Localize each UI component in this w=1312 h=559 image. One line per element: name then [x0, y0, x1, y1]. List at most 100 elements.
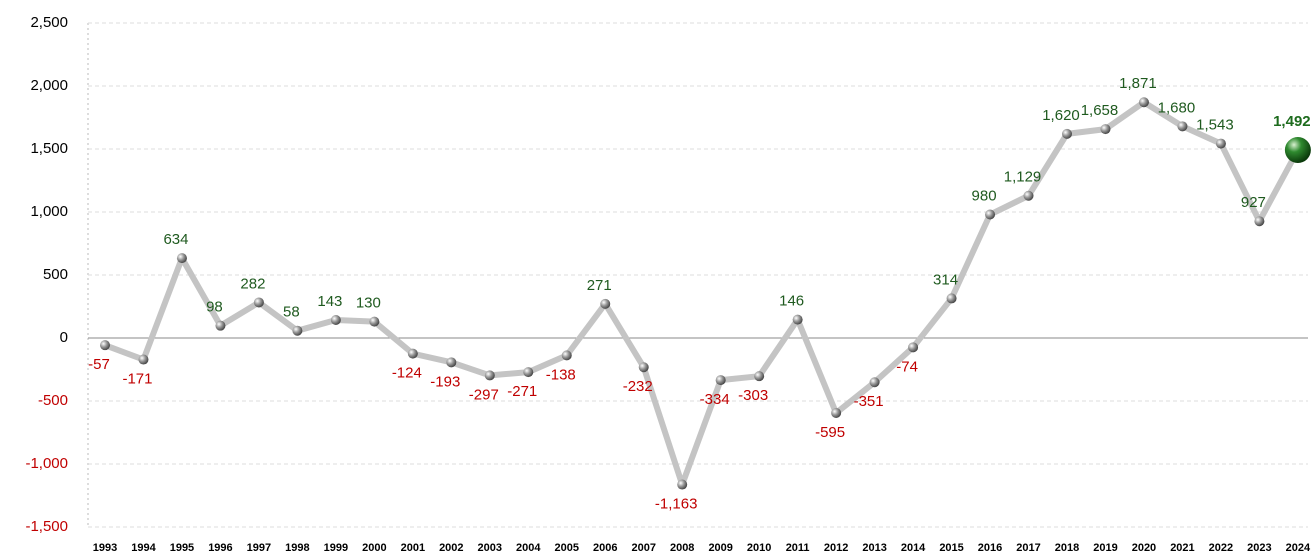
data-label: -1,163 — [655, 496, 698, 513]
data-point — [754, 371, 765, 382]
data-label: -232 — [623, 378, 653, 395]
data-label: 1,543 — [1196, 117, 1234, 134]
data-label: 1,680 — [1158, 99, 1196, 116]
x-tick-label: 2001 — [401, 542, 425, 554]
data-point — [831, 407, 842, 418]
data-point — [946, 293, 957, 304]
x-tick-label: 2004 — [516, 542, 541, 554]
x-tick-label: 1998 — [285, 542, 309, 554]
data-point — [407, 348, 418, 359]
x-tick-label: 2002 — [439, 542, 463, 554]
data-point — [100, 340, 110, 351]
data-point — [330, 314, 341, 325]
data-label: -124 — [392, 365, 422, 382]
data-label: 98 — [206, 299, 223, 316]
data-line — [103, 99, 1301, 488]
data-point — [600, 298, 611, 309]
y-tick-label: -1,000 — [25, 455, 68, 472]
data-point — [215, 320, 226, 331]
x-tick-label: 2009 — [708, 542, 732, 554]
data-label: -193 — [430, 373, 460, 390]
x-tick-label: 2018 — [1055, 542, 1079, 554]
data-label: -138 — [546, 366, 576, 383]
data-label: -303 — [738, 387, 768, 404]
data-label: -297 — [469, 386, 499, 403]
y-tick-label: 2,000 — [30, 77, 68, 94]
x-tick-label: 2006 — [593, 542, 617, 554]
y-tick-label: 2,500 — [30, 14, 68, 31]
data-point — [523, 367, 534, 378]
data-point — [484, 370, 495, 381]
x-tick-label: 2019 — [1093, 542, 1117, 554]
x-tick-label: 2023 — [1247, 542, 1271, 554]
data-point — [176, 253, 187, 264]
x-tick-label: 2003 — [478, 542, 502, 554]
data-label: -171 — [122, 371, 152, 388]
data-label: -57 — [88, 356, 110, 373]
data-label: -595 — [815, 424, 845, 441]
x-tick-label: 2022 — [1209, 542, 1233, 554]
x-tick-label: 1995 — [170, 542, 194, 554]
data-label: 1,492 — [1273, 113, 1311, 130]
x-tick-label: 2012 — [824, 542, 848, 554]
data-point — [1138, 97, 1149, 108]
data-label: 634 — [163, 231, 188, 248]
x-tick-label: 2013 — [862, 542, 886, 554]
x-tick-label: 1999 — [324, 542, 348, 554]
data-point — [638, 362, 649, 373]
data-label: 271 — [587, 277, 612, 294]
data-point — [792, 314, 803, 325]
data-point — [292, 325, 303, 336]
data-point — [677, 479, 688, 490]
x-tick-label: 2017 — [1016, 542, 1040, 554]
data-label: 1,129 — [1004, 169, 1042, 186]
data-point — [1177, 121, 1188, 132]
data-point — [1023, 190, 1034, 201]
data-label: 1,871 — [1119, 75, 1157, 92]
data-point — [138, 354, 149, 365]
data-label: 146 — [779, 293, 804, 310]
data-label: -334 — [700, 391, 730, 408]
data-label: 980 — [972, 187, 997, 204]
data-label: 143 — [317, 293, 342, 310]
data-label: 1,620 — [1042, 107, 1080, 124]
data-label: 282 — [240, 275, 265, 292]
y-tick-label: 0 — [60, 329, 68, 346]
x-tick-label: 1994 — [131, 542, 156, 554]
x-tick-label: 1993 — [93, 542, 117, 554]
x-tick-label: 2015 — [939, 542, 963, 554]
y-tick-label: 1,500 — [30, 140, 68, 157]
data-point — [1215, 138, 1226, 149]
x-tick-label: 1996 — [208, 542, 232, 554]
highlight-point — [1284, 137, 1311, 164]
data-point — [1062, 128, 1072, 139]
x-tick-label: 2000 — [362, 542, 386, 554]
x-tick-label: 2007 — [631, 542, 655, 554]
data-label: -271 — [507, 383, 537, 400]
y-tick-label: 500 — [43, 266, 68, 283]
data-label: 58 — [283, 304, 300, 321]
data-point — [1100, 124, 1111, 135]
x-tick-label: 2020 — [1132, 542, 1156, 554]
data-label: 314 — [933, 271, 958, 288]
data-label: -74 — [896, 358, 918, 375]
data-point — [715, 375, 726, 386]
data-point — [561, 350, 572, 361]
data-point — [869, 377, 880, 388]
x-tick-label: 2008 — [670, 542, 694, 554]
x-tick-label: 2021 — [1170, 542, 1194, 554]
data-point — [1254, 216, 1265, 227]
x-tick-label: 2016 — [978, 542, 1002, 554]
x-tick-label: 2011 — [786, 542, 810, 554]
x-tick-label: 2014 — [901, 542, 926, 554]
y-tick-label: 1,000 — [30, 203, 68, 220]
data-point — [369, 316, 380, 327]
x-tick-label: 1997 — [247, 542, 271, 554]
x-tick-label: 2010 — [747, 542, 771, 554]
data-label: 927 — [1241, 194, 1266, 211]
x-tick-label: 2024 — [1286, 542, 1311, 554]
data-label: 1,658 — [1081, 102, 1119, 119]
data-label: 130 — [356, 295, 381, 312]
y-tick-label: -500 — [38, 392, 68, 409]
